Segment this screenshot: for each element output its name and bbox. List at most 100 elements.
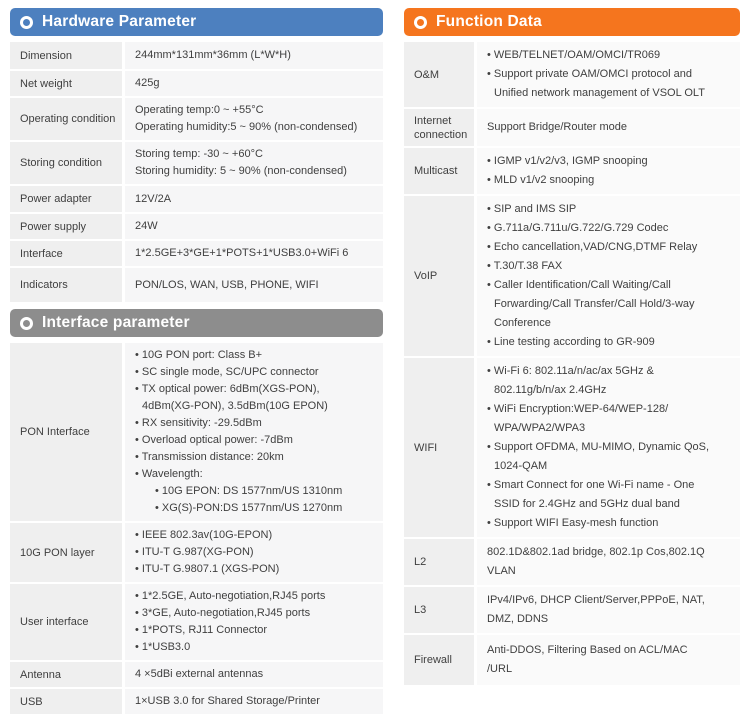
- value-line: • 10G PON port: Class B+: [135, 349, 263, 361]
- table-row: PON Interface • 10G PON port: Class B+ • S…: [10, 343, 383, 521]
- row-label-text: VoIP: [414, 270, 438, 282]
- value-line: • 10G EPON: DS 1577nm/US 1310nm: [155, 485, 343, 497]
- value-line: • TX optical power: 6dBm(XGS-PON),: [135, 383, 320, 395]
- row-label: Power supply: [10, 214, 122, 239]
- table-row: Interface 1*2.5GE+3*GE+1*POTS+1*USB3.0+Wi…: [10, 241, 383, 266]
- table-row: Operating condition Operating temp:0 ~ +5…: [10, 98, 383, 140]
- row-label: Indicators: [10, 268, 122, 302]
- value-line: • 3*GE, Auto-negotiation,RJ45 ports: [135, 607, 311, 619]
- row-label-text: PON Interface: [20, 426, 90, 438]
- value-line: • Echo cancellation,VAD/CNG,DTMF Relay: [487, 241, 698, 253]
- row-value: • Wi-Fi 6: 802.11a/n/ac/ax 5GHz & 802.11g…: [477, 358, 740, 537]
- row-value: Anti-DDOS, Filtering Based on ACL/MAC/UR…: [477, 635, 740, 685]
- value-line: • Overload optical power: -7dBm: [135, 434, 293, 446]
- value-line: /URL: [487, 663, 513, 675]
- row-label: L2: [404, 539, 474, 585]
- value-line: 1024-QAM: [494, 460, 548, 472]
- value-line: • T.30/T.38 FAX: [487, 260, 563, 272]
- table-row: Net weight 425g: [10, 71, 383, 96]
- table-row: Antenna 4 ×5dBi external antennas: [10, 662, 383, 687]
- row-label: Storing condition: [10, 142, 122, 184]
- value-line: Storing humidity: 5 ~ 90% (non-condensed…: [135, 165, 347, 177]
- value-line: • ITU-T G.987(XG-PON): [135, 546, 254, 558]
- value-line: 1*2.5GE+3*GE+1*POTS+1*USB3.0+WiFi 6: [135, 247, 349, 259]
- table-row: 10G PON layer • IEEE 802.3av(10G-EPON) • I…: [10, 523, 383, 582]
- value-line: • G.711a/G.711u/G.722/G.729 Codec: [487, 222, 669, 234]
- value-line: WPA/WPA2/WPA3: [494, 422, 586, 434]
- section-header-interface: Interface parameter: [10, 309, 383, 337]
- row-label-text: Internet connection: [414, 114, 468, 141]
- row-label-text: Interface: [20, 247, 63, 260]
- row-value: • 1*2.5GE, Auto-negotiation,RJ45 ports • …: [125, 584, 383, 660]
- section-title: Function Data: [436, 13, 542, 30]
- section-title: Interface parameter: [42, 314, 190, 331]
- row-label: Operating condition: [10, 98, 122, 140]
- value-line: • Smart Connect for one Wi-Fi name - One: [487, 479, 695, 491]
- spec-table-hardware: Dimension 244mm*131mm*36mm (L*W*H) Net wei…: [10, 42, 383, 302]
- row-value: • WEB/TELNET/OAM/OMCI/TR069 • Support pri…: [477, 42, 740, 107]
- value-line: 4dBm(XG-PON), 3.5dBm(10G EPON): [142, 400, 328, 412]
- row-label: Firewall: [404, 635, 474, 685]
- value-line: • SC single mode, SC/UPC connector: [135, 366, 319, 378]
- row-label: 10G PON layer: [10, 523, 122, 582]
- value-line: DMZ, DDNS: [487, 613, 549, 625]
- row-value: Support Bridge/Router mode: [477, 109, 740, 146]
- section-header-hardware: Hardware Parameter: [10, 8, 383, 36]
- value-line: 425g: [135, 77, 160, 89]
- value-line: SSID for 2.4GHz and 5GHz dual band: [494, 498, 680, 510]
- value-line: Operating temp:0 ~ +55°C: [135, 104, 264, 116]
- value-line: 4 ×5dBi external antennas: [135, 668, 264, 680]
- row-value: • IEEE 802.3av(10G-EPON) • ITU-T G.987(XG…: [125, 523, 383, 582]
- row-label: PON Interface: [10, 343, 122, 521]
- table-row: Storing condition Storing temp: -30 ~ +60…: [10, 142, 383, 184]
- value-line: • SIP and IMS SIP: [487, 203, 577, 215]
- row-label-text: 10G PON layer: [20, 546, 95, 559]
- value-line: • Wavelength:: [135, 468, 203, 480]
- row-label: Dimension: [10, 42, 122, 69]
- spec-table-function: O&M • WEB/TELNET/OAM/OMCI/TR069 • Support …: [404, 42, 740, 685]
- row-label-text: L2: [414, 556, 427, 568]
- section-title: Hardware Parameter: [42, 13, 197, 30]
- table-row: O&M • WEB/TELNET/OAM/OMCI/TR069 • Support …: [404, 42, 740, 107]
- value-line: • XG(S)-PON:DS 1577nm/US 1270nm: [155, 502, 343, 514]
- row-label: Power adapter: [10, 186, 122, 212]
- row-value: Storing temp: -30 ~ +60°C Storing humidit…: [125, 142, 383, 184]
- value-line: 24W: [135, 220, 158, 232]
- section-bullet-icon: [20, 15, 33, 29]
- table-row: Power adapter 12V/2A: [10, 186, 383, 212]
- section-bullet-icon: [414, 15, 427, 29]
- row-label: L3: [404, 587, 474, 633]
- table-row: VoIP • SIP and IMS SIP • G.711a/G.711u/G.7…: [404, 196, 740, 356]
- section-header-function: Function Data: [404, 8, 740, 36]
- value-line: IPv4/IPv6, DHCP Client/Server,PPPoE, NAT…: [487, 594, 705, 606]
- row-value: 24W: [125, 214, 383, 239]
- row-value: IPv4/IPv6, DHCP Client/Server,PPPoE, NAT…: [477, 587, 740, 633]
- value-line: Operating humidity:5 ~ 90% (non-condense…: [135, 121, 358, 133]
- value-line: • Line testing according to GR-909: [487, 336, 655, 348]
- value-line: • ITU-T G.9807.1 (XGS-PON): [135, 563, 280, 575]
- row-value: • IGMP v1/v2/v3, IGMP snooping • MLD v1/v…: [477, 148, 740, 194]
- value-line: • Transmission distance: 20km: [135, 451, 284, 463]
- row-value: 425g: [125, 71, 383, 96]
- row-label: Internet connection: [404, 109, 474, 146]
- row-value: PON/LOS, WAN, USB, PHONE, WIFI: [125, 268, 383, 302]
- row-label-text: Net weight: [20, 77, 72, 90]
- value-line: • WEB/TELNET/OAM/OMCI/TR069: [487, 49, 661, 61]
- row-label-text: O&M: [414, 68, 440, 81]
- row-value: • SIP and IMS SIP • G.711a/G.711u/G.722/G…: [477, 196, 740, 356]
- value-line: Storing temp: -30 ~ +60°C: [135, 148, 263, 160]
- value-line: • RX sensitivity: -29.5dBm: [135, 417, 262, 429]
- row-label: O&M: [404, 42, 474, 107]
- value-line: PON/LOS, WAN, USB, PHONE, WIFI: [135, 278, 319, 291]
- value-line: Forwarding/Call Transfer/Call Hold/3-way: [494, 298, 695, 310]
- value-line: Anti-DDOS, Filtering Based on ACL/MAC: [487, 644, 688, 656]
- value-line: Conference: [494, 317, 551, 329]
- table-row: Firewall Anti-DDOS, Filtering Based on AC…: [404, 635, 740, 685]
- value-line: 244mm*131mm*36mm (L*W*H): [135, 49, 291, 61]
- value-line: VLAN: [487, 565, 516, 577]
- value-line: • Wi-Fi 6: 802.11a/n/ac/ax 5GHz &: [487, 365, 654, 377]
- table-row: Indicators PON/LOS, WAN, USB, PHONE, WIFI: [10, 268, 383, 302]
- row-label-text: Firewall: [414, 654, 452, 666]
- table-row: L2 802.1D&802.1ad bridge, 802.1p Cos,802.…: [404, 539, 740, 585]
- value-line: 802.1D&802.1ad bridge, 802.1p Cos,802.1Q: [487, 546, 705, 558]
